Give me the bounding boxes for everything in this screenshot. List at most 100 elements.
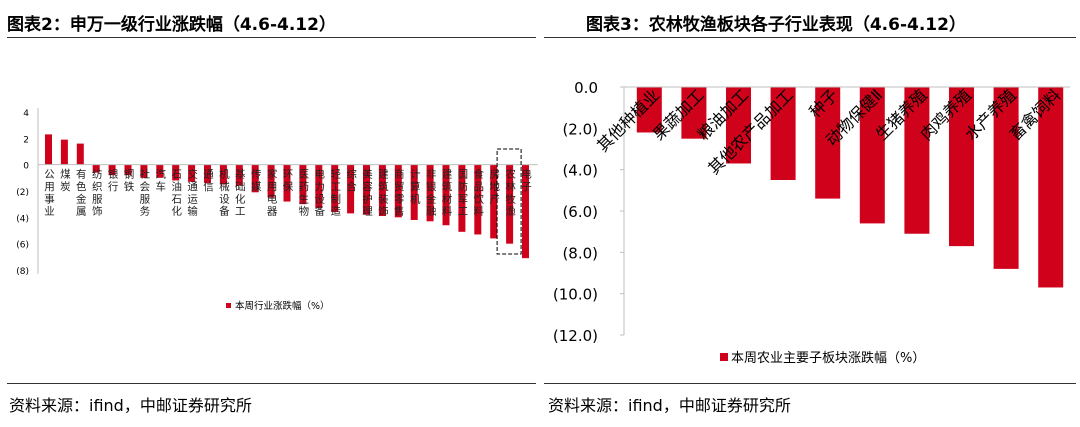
left-bar	[140, 164, 148, 178]
right-bar	[636, 87, 662, 133]
left-bar-chart: 4 2 0 (2) (4) (6) (8) 公用事业煤炭有色金属纺织服饰银行钢铁社会服务汽车石…	[16, 108, 538, 312]
left-bar	[267, 164, 275, 198]
left-bar	[219, 164, 227, 185]
left-bar	[45, 134, 52, 165]
left-y-tick-label: (8)	[16, 267, 29, 277]
left-y-tick-label: (2)	[16, 188, 29, 198]
left-category-label: 社会服务	[140, 168, 151, 218]
left-title-rule	[7, 37, 536, 38]
left-bar	[92, 164, 100, 173]
left-bar	[188, 164, 196, 182]
left-bar	[60, 139, 68, 165]
left-y-tick-label: (6)	[16, 241, 29, 251]
left-category-label: 传媒	[251, 169, 262, 193]
left-bar	[458, 164, 466, 232]
left-y-tick-label: 4	[23, 109, 29, 119]
left-category-label: 环保	[283, 169, 294, 193]
left-bar	[378, 164, 386, 217]
left-bar	[506, 164, 514, 244]
left-category-label: 轻工制造	[330, 168, 341, 218]
left-bar	[426, 164, 434, 222]
right-bar	[681, 87, 707, 139]
left-bar	[76, 143, 84, 165]
left-category-label: 公用事业	[44, 169, 55, 218]
right-y-tick-label: (10.0)	[553, 286, 598, 304]
right-bar	[815, 87, 841, 199]
left-category-label: 建筑材料	[442, 168, 453, 218]
left-bar	[347, 164, 355, 214]
right-source-note: 资料来源：ifind，中邮证券研究所	[548, 396, 791, 415]
left-bar	[522, 164, 529, 259]
left-category-label: 机械设备	[219, 168, 230, 218]
left-highlight-box	[496, 148, 522, 255]
left-source-note: 资料来源：ifind，中邮证券研究所	[9, 396, 252, 415]
left-y-tick-label: (4)	[16, 214, 29, 224]
right-bar-chart: 0.0(2.0)(4.0)(6.0)(8.0)(10.0)(12.0)其他种植业…	[553, 79, 1070, 366]
left-category-label: 食品饮料	[474, 168, 485, 218]
left-bar	[124, 164, 132, 176]
left-category-label: 房地产	[489, 168, 500, 206]
left-category-label: 通信	[203, 169, 214, 193]
left-source-rule	[7, 383, 536, 384]
right-y-tick-label: (6.0)	[562, 203, 598, 221]
left-bar	[474, 164, 482, 235]
right-title-rule	[544, 37, 1076, 38]
right-chart-title: 图表3：农林牧渔板块各子行业表现（4.6-4.12）	[586, 15, 966, 35]
left-bar	[235, 164, 243, 186]
left-category-label: 计算机	[410, 168, 421, 206]
left-bar	[108, 164, 116, 176]
right-y-tick-label: (2.0)	[562, 120, 598, 138]
left-category-label: 国防军工	[458, 169, 469, 218]
right-bar	[859, 87, 885, 224]
left-category-label: 纺织服饰	[92, 168, 103, 218]
left-bar	[204, 164, 211, 184]
left-category-label: 家用电器	[267, 168, 278, 218]
left-bar	[251, 164, 259, 193]
right-source-rule	[544, 383, 1076, 384]
right-bar	[904, 87, 930, 234]
left-category-label: 石油石化	[171, 169, 182, 218]
left-chart-panel: 图表2：申万一级行业涨跌幅（4.6-4.12） 4 2 0 (2) (4) (6) (8) 公…	[7, 15, 538, 415]
left-bar	[490, 164, 498, 239]
left-bar	[299, 164, 307, 205]
right-bar	[726, 87, 751, 164]
right-legend-label: 本周农业主要子板块涨跌幅（%）	[731, 350, 925, 366]
right-y-tick-label: (4.0)	[562, 162, 598, 180]
left-category-label: 非银金融	[426, 169, 437, 218]
left-y-tick-label: 0	[23, 162, 29, 172]
left-bar	[394, 164, 402, 218]
right-legend-swatch	[720, 353, 728, 361]
left-category-label: 电子	[521, 168, 532, 193]
left-category-label: 汽车	[156, 168, 167, 193]
left-category-label: 电力设备	[315, 168, 326, 218]
left-bar	[363, 164, 370, 215]
left-bar	[156, 164, 164, 178]
right-y-tick-label: 0.0	[574, 79, 598, 97]
right-chart-panel: 图表3：农林牧渔板块各子行业表现（4.6-4.12） 0.0 (2.0) (4.0)…	[540, 0, 1080, 427]
left-category-label: 基础化工	[235, 168, 246, 218]
left-category-label: 商贸零售	[394, 168, 405, 218]
left-legend-swatch	[226, 303, 231, 308]
right-bar	[1038, 87, 1064, 288]
left-y-tick-label: 2	[23, 135, 29, 145]
left-category-label: 医药生物	[299, 169, 310, 218]
right-y-tick-label: (12.0)	[553, 327, 598, 345]
left-bar	[283, 164, 291, 202]
left-category-label: 银行	[108, 168, 119, 193]
left-category-label: 农林牧渔	[505, 168, 516, 218]
left-chart-title: 图表2：申万一级行业涨跌幅（4.6-4.12）	[7, 15, 336, 35]
left-bar	[442, 164, 450, 226]
right-bar	[949, 87, 974, 247]
left-legend-label: 本周行业涨跌幅（%）	[235, 300, 330, 312]
left-category-label: 综合	[346, 168, 357, 193]
left-category-label: 交通运输	[187, 168, 198, 218]
right-bar	[993, 87, 1019, 269]
left-category-label: 钢铁	[124, 168, 135, 193]
right-bar	[770, 87, 796, 180]
left-category-label: 煤炭	[60, 168, 71, 193]
left-category-label: 建筑装饰	[378, 168, 389, 218]
left-bar	[315, 164, 323, 209]
left-bar	[331, 164, 339, 213]
left-bar	[410, 164, 418, 220]
right-y-tick-label: (8.0)	[562, 244, 598, 262]
